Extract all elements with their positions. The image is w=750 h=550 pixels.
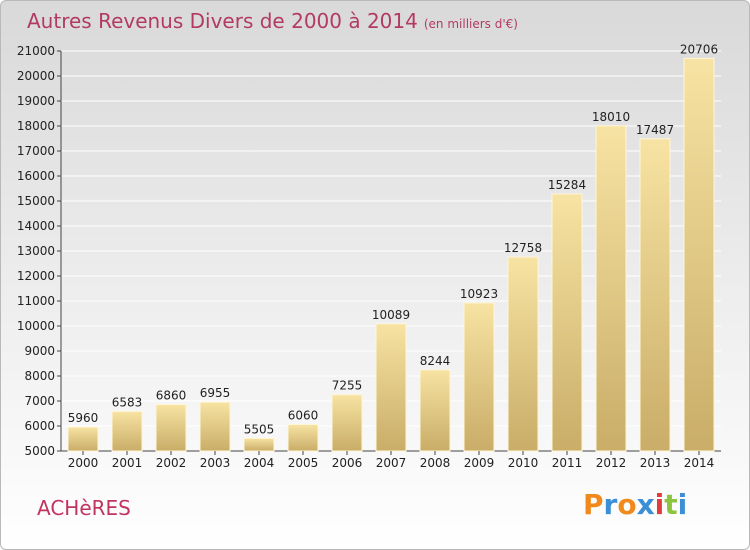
y-tick-label: 15000 [17, 194, 55, 208]
logo-letter: i [677, 488, 688, 521]
bar-value-label: 12758 [504, 241, 542, 255]
bar-2012 [595, 125, 627, 452]
bar-value-label: 8244 [420, 354, 451, 368]
y-tick-label: 11000 [17, 294, 55, 308]
bar-2013 [639, 138, 671, 452]
bar-2005 [287, 424, 319, 452]
chart-subtitle: (en milliers d'€) [423, 17, 518, 31]
y-tick-label: 18000 [17, 119, 55, 133]
bar-2007 [375, 323, 407, 452]
bar-value-label: 10923 [460, 287, 498, 301]
x-tick-label: 2002 [156, 456, 187, 470]
x-tick-label: 2005 [288, 456, 319, 470]
y-tick-label: 7000 [24, 394, 55, 408]
bar-value-label: 5505 [244, 422, 275, 436]
bar-value-label: 20706 [680, 42, 718, 56]
y-tick-label: 16000 [17, 169, 55, 183]
bar-2011 [551, 193, 583, 452]
y-tick-label: 9000 [24, 344, 55, 358]
logo-letter: t [664, 488, 678, 521]
x-tick-label: 2013 [640, 456, 671, 470]
y-tick-label: 14000 [17, 219, 55, 233]
y-tick-label: 19000 [17, 94, 55, 108]
logo-letter: P [583, 488, 604, 521]
bar-2008 [419, 369, 451, 452]
bar-2004 [243, 437, 275, 452]
bar-2003 [199, 401, 231, 452]
x-tick-label: 2009 [464, 456, 495, 470]
x-tick-label: 2004 [244, 456, 275, 470]
bar-2006 [331, 394, 363, 452]
x-tick-label: 2000 [68, 456, 99, 470]
x-tick-label: 2008 [420, 456, 451, 470]
bar-value-label: 17487 [636, 123, 674, 137]
x-tick-label: 2010 [508, 456, 539, 470]
bar-2000 [67, 426, 99, 452]
y-tick-label: 17000 [17, 144, 55, 158]
logo-letter: x [636, 488, 655, 521]
bar-value-label: 5960 [68, 411, 99, 425]
place-name: ACHèRES [37, 496, 131, 520]
bar-value-label: 18010 [592, 110, 630, 124]
y-tick-label: 5000 [24, 444, 55, 458]
bar-value-label: 15284 [548, 178, 586, 192]
proxiti-logo: Proxiti [583, 488, 687, 521]
y-tick-label: 21000 [17, 44, 55, 58]
bar-2001 [111, 410, 143, 452]
y-tick-label: 10000 [17, 319, 55, 333]
logo-letter: o [617, 488, 637, 521]
y-tick-label: 6000 [24, 419, 55, 433]
y-tick-label: 8000 [24, 369, 55, 383]
bar-2009 [463, 302, 495, 452]
chart-title: Autres Revenus Divers de 2000 à 2014 (en … [27, 9, 518, 33]
bar-value-label: 6060 [288, 409, 319, 423]
y-tick-label: 20000 [17, 69, 55, 83]
bar-2002 [155, 404, 187, 452]
chart-title-text: Autres Revenus Divers de 2000 à 2014 [27, 9, 418, 33]
y-tick-label: 13000 [17, 244, 55, 258]
bar-value-label: 6583 [112, 395, 143, 409]
logo-letter: r [603, 488, 618, 521]
bar-2010 [507, 256, 539, 452]
logo-letter: i [654, 488, 665, 521]
bar-2014 [683, 57, 715, 452]
bar-value-label: 6860 [156, 389, 187, 403]
x-tick-label: 2001 [112, 456, 143, 470]
bar-value-label: 7255 [332, 379, 363, 393]
y-tick-label: 12000 [17, 269, 55, 283]
x-tick-label: 2003 [200, 456, 231, 470]
bar-value-label: 10089 [372, 308, 410, 322]
x-tick-label: 2006 [332, 456, 363, 470]
x-tick-label: 2012 [596, 456, 627, 470]
x-tick-label: 2014 [684, 456, 715, 470]
bar-value-label: 6955 [200, 386, 231, 400]
x-tick-label: 2011 [552, 456, 583, 470]
x-tick-label: 2007 [376, 456, 407, 470]
